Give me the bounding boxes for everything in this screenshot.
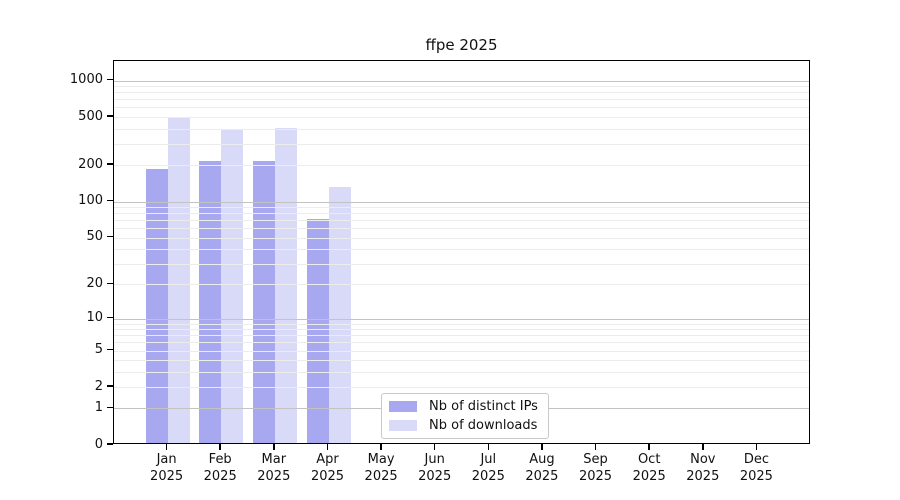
gridline-80 xyxy=(114,213,809,215)
y-tick-mark-200 xyxy=(107,163,113,165)
gridline-600 xyxy=(114,107,809,109)
legend-label-downloads: Nb of downloads xyxy=(429,418,538,433)
x-tick-label-sep: Sep 2025 xyxy=(578,452,613,484)
legend-label-distinct-ips: Nb of distinct IPs xyxy=(429,399,538,414)
x-tick-mark-jul xyxy=(487,444,490,450)
x-tick-mark-feb xyxy=(219,444,221,450)
x-tick-mark-may xyxy=(380,444,382,450)
y-tick-label-5: 5 xyxy=(94,342,103,357)
legend: Nb of distinct IPs Nb of downloads xyxy=(381,393,549,439)
x-tick-mark-jan xyxy=(165,444,168,450)
y-tick-label-500: 500 xyxy=(78,108,103,124)
x-tick-label-jul: Jul 2025 xyxy=(471,452,505,484)
bar-downloads-mar xyxy=(274,128,297,443)
y-tick-mark-500 xyxy=(107,115,113,117)
y-tick-label-100: 100 xyxy=(78,193,103,208)
x-tick-label-feb: Feb 2025 xyxy=(203,452,237,484)
gridline-100 xyxy=(114,201,809,203)
x-tick-label-may: May 2025 xyxy=(364,452,398,484)
legend-swatch-distinct-ips xyxy=(389,401,417,412)
gridline-700 xyxy=(114,99,809,101)
gridline-300 xyxy=(114,143,809,145)
gridline-900 xyxy=(114,86,809,88)
x-tick-label-apr: Apr 2025 xyxy=(310,452,345,484)
x-tick-mark-sep xyxy=(594,444,597,450)
x-tick-mark-apr xyxy=(326,444,329,450)
chart-title: ffpe 2025 xyxy=(425,36,498,54)
y-tick-mark-2 xyxy=(107,385,113,387)
legend-row-distinct-ips: Nb of distinct IPs xyxy=(389,399,540,414)
gridline-5 xyxy=(114,350,809,352)
gridline-8 xyxy=(114,329,809,331)
bar-downloads-feb xyxy=(221,129,244,443)
x-tick-mark-jun xyxy=(433,444,436,450)
y-tick-label-0: 0 xyxy=(94,436,103,452)
x-tick-label-oct: Oct 2025 xyxy=(632,452,666,484)
gridline-50 xyxy=(114,237,809,239)
x-tick-label-aug: Aug 2025 xyxy=(525,452,559,484)
y-tick-label-2: 2 xyxy=(94,378,103,394)
gridline-30 xyxy=(114,263,809,265)
bar-distinct-ips-feb xyxy=(199,161,222,443)
x-tick-label-dec: Dec 2025 xyxy=(739,452,773,484)
bar-distinct-ips-mar xyxy=(252,160,275,443)
x-tick-label-jan: Jan 2025 xyxy=(150,452,184,484)
x-tick-label-jun: Jun 2025 xyxy=(418,452,452,484)
gridline-6 xyxy=(114,342,809,344)
gridline-60 xyxy=(114,228,809,230)
gridline-200 xyxy=(114,165,809,167)
gridline-800 xyxy=(114,92,809,94)
y-tick-mark-10 xyxy=(107,316,113,319)
gridline-9 xyxy=(114,323,809,325)
x-tick-mark-dec xyxy=(755,444,758,450)
y-tick-mark-0 xyxy=(107,443,113,445)
bar-distinct-ips-jan xyxy=(145,169,168,443)
y-tick-mark-100 xyxy=(107,199,113,202)
y-tick-label-200: 200 xyxy=(78,156,103,172)
y-tick-mark-5 xyxy=(107,348,113,351)
bar-downloads-jan xyxy=(167,118,190,443)
gridline-10 xyxy=(114,318,809,320)
x-tick-mark-nov xyxy=(702,444,704,450)
y-tick-mark-1 xyxy=(107,406,113,409)
legend-swatch-downloads xyxy=(389,420,417,431)
x-tick-mark-oct xyxy=(648,444,650,450)
gridline-2 xyxy=(114,387,809,388)
legend-row-downloads: Nb of downloads xyxy=(389,418,540,433)
y-tick-label-20: 20 xyxy=(86,275,103,291)
y-tick-label-10: 10 xyxy=(86,310,103,325)
x-tick-label-nov: Nov 2025 xyxy=(686,452,720,484)
y-tick-label-50: 50 xyxy=(86,229,103,245)
gridline-20 xyxy=(114,284,809,286)
gridline-400 xyxy=(114,128,809,130)
y-tick-label-1: 1 xyxy=(94,399,103,415)
y-tick-mark-1000 xyxy=(107,78,113,81)
gridline-3 xyxy=(114,371,809,373)
bar-distinct-ips-apr xyxy=(306,218,329,443)
y-tick-mark-50 xyxy=(107,235,113,238)
x-tick-mark-aug xyxy=(541,444,543,450)
x-tick-mark-mar xyxy=(273,444,275,450)
gridline-1000 xyxy=(114,80,809,82)
plot-area: Nb of distinct IPs Nb of downloads xyxy=(113,60,810,444)
bar-downloads-apr xyxy=(328,187,351,443)
gridline-7 xyxy=(114,335,809,337)
gridline-4 xyxy=(114,360,809,362)
gridline-90 xyxy=(114,207,809,208)
gridline-500 xyxy=(114,117,809,118)
y-tick-mark-20 xyxy=(107,282,113,285)
gridline-70 xyxy=(114,220,809,222)
y-tick-label-1000: 1000 xyxy=(69,72,103,87)
x-tick-label-mar: Mar 2025 xyxy=(257,452,291,484)
gridline-40 xyxy=(114,249,809,251)
